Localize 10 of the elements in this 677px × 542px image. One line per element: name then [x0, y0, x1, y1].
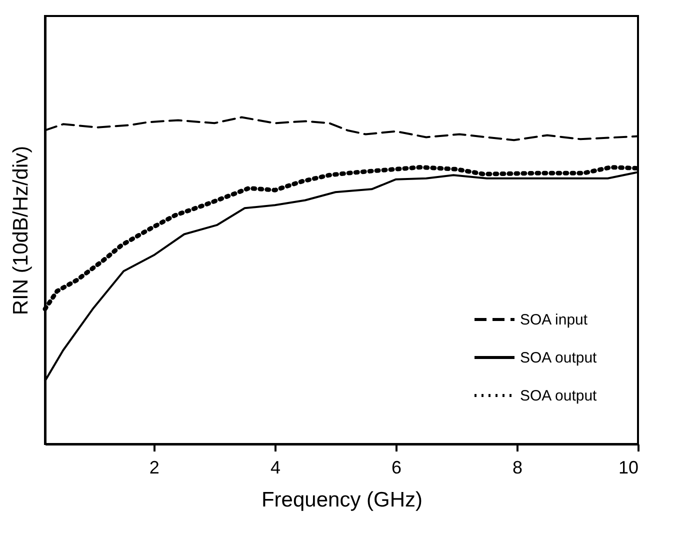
x-tick-label: 2 — [149, 458, 160, 478]
x-tick-label: 8 — [512, 458, 522, 478]
x-tick-label: 10 — [618, 458, 638, 478]
x-tick-label: 6 — [391, 458, 402, 478]
legend-label: SOA output — [520, 350, 598, 366]
x-tick-label: 4 — [270, 458, 280, 478]
legend-label: SOA input — [520, 312, 588, 328]
legend-label: SOA output — [520, 388, 598, 404]
x-axis-title: Frequency (GHz) — [261, 488, 423, 512]
y-axis-title: RIN (10dB/Hz/div) — [10, 146, 32, 316]
